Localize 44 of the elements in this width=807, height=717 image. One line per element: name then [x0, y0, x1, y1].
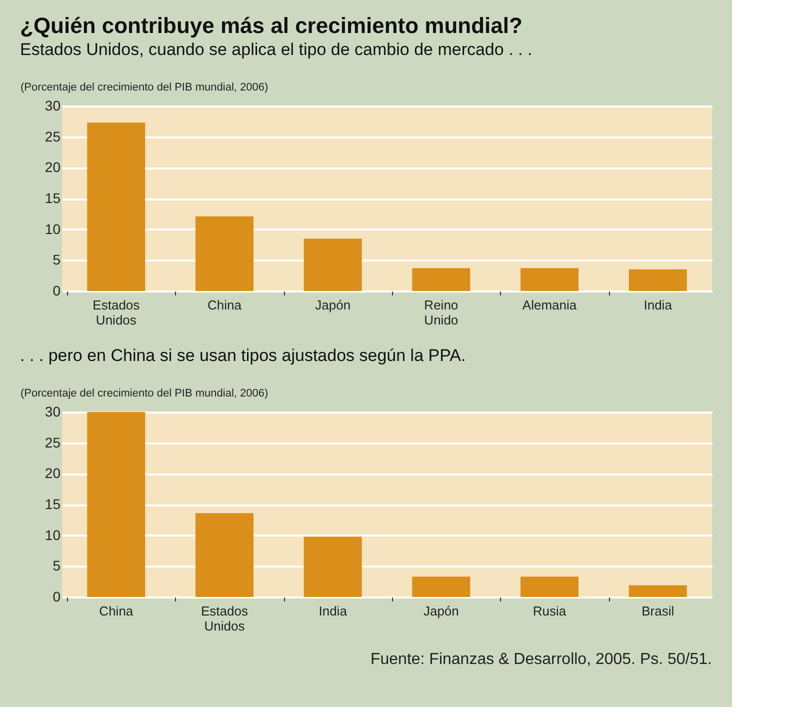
bar [520, 576, 578, 597]
bar [196, 216, 254, 291]
y-axis-title: (Porcentaje del crecimiento del PIB mundial, 2006) [20, 388, 268, 400]
bar [87, 122, 146, 291]
x-tick-label: Rusia [532, 604, 567, 618]
y-tick-label: 5 [52, 558, 61, 574]
bar [520, 268, 578, 291]
x-tick-label: Estados Unidos [92, 298, 140, 328]
y-tick-label: 0 [52, 282, 61, 298]
x-tick-label: Alemania [522, 298, 578, 312]
bar [412, 268, 470, 291]
x-tick-label: China [208, 298, 242, 312]
x-tick-label: Estados Unidos [201, 604, 248, 634]
bar [628, 585, 687, 597]
y-tick-label: 20 [44, 465, 61, 482]
chart-subtitle: Estados Unidos, cuando se aplica el tipo de cambio de mercado . . . [20, 40, 532, 59]
x-tick-label: India [644, 298, 673, 312]
y-tick-label: 10 [44, 220, 61, 237]
x-tick-label: Japón [315, 298, 351, 312]
bar [628, 269, 687, 291]
x-tick-label: Japón [423, 604, 459, 618]
bar [196, 513, 254, 597]
y-tick-label: 25 [44, 128, 61, 144]
y-tick-label: 15 [44, 496, 61, 512]
source-note: Fuente: Finanzas & Desarrollo, 2005. Ps. 50/51. [370, 651, 712, 668]
bar [87, 412, 146, 597]
y-tick-label: 20 [44, 159, 61, 176]
y-axis-title: (Porcentaje del crecimiento del PIB mundial, 2006) [20, 82, 268, 94]
y-tick-label: 30 [44, 98, 61, 114]
y-tick-label: 30 [44, 404, 61, 420]
x-tick-label: Reino Unido [424, 298, 458, 328]
y-tick-label: 15 [44, 190, 61, 206]
bar [304, 536, 362, 597]
x-tick-label: Brasil [642, 604, 674, 618]
y-tick-label: 0 [52, 588, 61, 604]
chart-title: ¿Quién contribuye más al crecimiento mundial? [20, 13, 522, 38]
x-tick-label: China [99, 604, 134, 618]
y-tick-label: 25 [44, 434, 61, 450]
y-tick-label: 10 [44, 526, 61, 543]
y-tick-label: 5 [52, 252, 61, 268]
chart-title: . . . pero en China si se usan tipos ajustados según la PPA. [20, 346, 466, 365]
bar [304, 238, 362, 291]
bar [412, 576, 470, 597]
x-tick-label: India [318, 604, 348, 618]
